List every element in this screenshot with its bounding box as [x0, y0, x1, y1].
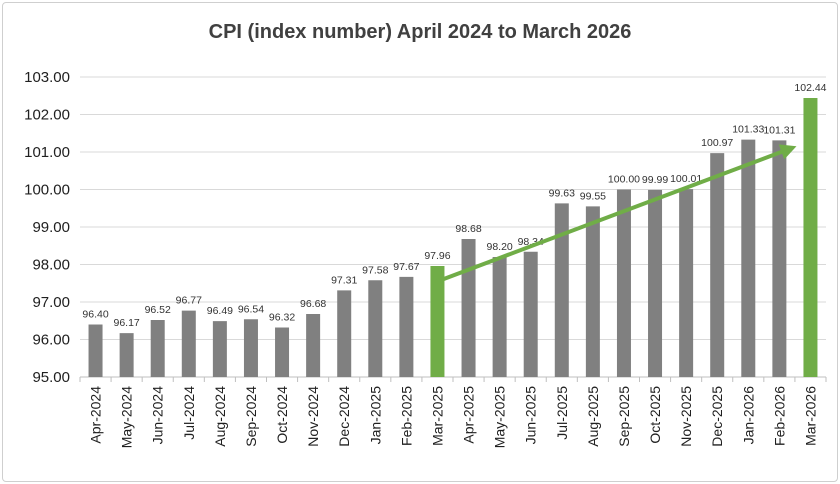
bar-jan-2025: [368, 280, 383, 377]
bar-dec-2024: [337, 290, 352, 377]
x-tick-label-jul-2025: Jul-2025: [554, 386, 570, 440]
data-label-apr-2025: 98.68: [455, 223, 481, 235]
x-tick-label-oct-2024: Oct-2024: [274, 386, 290, 444]
bar-sep-2025: [616, 189, 631, 377]
x-tick-label-dec-2025: Dec-2025: [709, 386, 725, 447]
y-tick-label: 102.00: [24, 107, 70, 124]
x-tick-label-sep-2024: Sep-2024: [243, 386, 259, 447]
y-tick-label: 95.00: [32, 369, 70, 386]
x-tick-label-jan-2025: Jan-2025: [367, 386, 383, 445]
trend-arrow-head: [778, 144, 797, 160]
y-tick-label: 96.00: [32, 332, 70, 349]
data-label-feb-2026: 101.31: [763, 124, 795, 136]
chart-title: CPI (index number) April 2024 to March 2…: [209, 21, 632, 43]
data-label-jan-2025: 97.58: [362, 264, 388, 276]
bar-mar-2025: [430, 266, 445, 377]
bar-jul-2025: [554, 203, 569, 377]
data-label-nov-2025: 100.01: [670, 173, 702, 185]
y-tick-label: 103.00: [24, 69, 70, 86]
data-label-jul-2025: 99.63: [549, 187, 575, 199]
bar-feb-2025: [399, 276, 414, 377]
x-tick-label-nov-2024: Nov-2024: [305, 386, 321, 447]
x-tick-label-sep-2025: Sep-2025: [616, 386, 632, 447]
x-tick-label-dec-2024: Dec-2024: [336, 386, 352, 447]
bar-nov-2024: [306, 314, 321, 377]
data-label-oct-2025: 99.99: [642, 174, 668, 186]
x-tick-label-jun-2025: Jun-2025: [523, 386, 539, 445]
bar-jan-2026: [741, 139, 756, 377]
data-label-dec-2025: 100.97: [701, 137, 733, 149]
data-label-nov-2024: 96.68: [300, 298, 326, 310]
bar-may-2025: [492, 257, 507, 377]
bar-nov-2025: [679, 189, 694, 377]
bar-jun-2024: [150, 320, 165, 377]
x-tick-label-may-2025: May-2025: [492, 386, 508, 448]
bar-apr-2024: [88, 324, 103, 377]
x-tick-label-apr-2024: Apr-2024: [88, 386, 104, 444]
y-tick-label: 100.00: [24, 182, 70, 199]
data-label-feb-2025: 97.67: [393, 261, 419, 273]
y-axis-ticks: 95.00 96.00 97.00 98.00 99.00 100.00 101.00 102…: [24, 69, 70, 386]
bar-dec-2025: [710, 153, 725, 377]
bar-sep-2024: [243, 319, 258, 377]
data-label-jun-2024: 96.52: [145, 304, 171, 316]
x-tick-label-apr-2025: Apr-2025: [461, 386, 477, 444]
y-tick-label: 101.00: [24, 144, 70, 161]
bar-aug-2024: [212, 321, 227, 377]
y-tick-label: 99.00: [32, 219, 70, 236]
data-label-jul-2024: 96.77: [176, 295, 202, 307]
x-tick-label-oct-2025: Oct-2025: [647, 386, 663, 444]
data-label-sep-2025: 100.00: [608, 174, 640, 186]
bar-jul-2024: [181, 310, 196, 377]
x-tick-label-jan-2026: Jan-2026: [740, 386, 756, 445]
x-tick-label-nov-2025: Nov-2025: [678, 386, 694, 447]
data-label-aug-2025: 99.55: [580, 190, 606, 202]
x-axis-ticks: Apr-2024 May-2024 Jun-2024 Jul-2024 Aug-2024…: [88, 386, 819, 448]
gridlines: [79, 76, 827, 382]
y-tick-label: 98.00: [32, 257, 70, 274]
bar-feb-2026: [772, 140, 787, 377]
x-tick-label-jul-2024: Jul-2024: [181, 386, 197, 440]
bar-apr-2025: [461, 239, 476, 377]
data-label-jan-2026: 101.33: [732, 124, 764, 136]
trend-arrow-shaft: [435, 149, 784, 284]
data-label-apr-2024: 96.40: [82, 309, 108, 321]
data-label-may-2025: 98.20: [486, 241, 512, 253]
data-label-mar-2026: 102.44: [794, 82, 826, 94]
bar-mar-2026: [803, 98, 818, 377]
data-label-mar-2025: 97.96: [424, 250, 450, 262]
data-label-aug-2024: 96.49: [207, 305, 233, 317]
x-tick-label-may-2024: May-2024: [119, 386, 135, 448]
x-tick-label-aug-2024: Aug-2024: [212, 386, 228, 447]
bar-oct-2024: [275, 327, 290, 377]
x-tick-label-aug-2025: Aug-2025: [585, 386, 601, 447]
y-tick-label: 97.00: [32, 294, 70, 311]
bar-may-2024: [119, 333, 134, 377]
x-tick-label-mar-2025: Mar-2025: [429, 386, 445, 446]
x-tick-label-mar-2026: Mar-2026: [802, 386, 818, 446]
bar-oct-2025: [648, 189, 663, 377]
bar-aug-2025: [585, 206, 600, 377]
bars: [88, 98, 818, 377]
bar-jun-2025: [523, 251, 538, 377]
data-label-sep-2024: 96.54: [238, 303, 264, 315]
x-tick-label-feb-2025: Feb-2025: [398, 386, 414, 446]
trend-arrow: [435, 144, 797, 284]
data-label-oct-2024: 96.32: [269, 312, 295, 324]
x-tick-label-jun-2024: Jun-2024: [150, 386, 166, 445]
data-label-may-2024: 96.17: [113, 317, 139, 329]
x-tick-label-feb-2026: Feb-2026: [771, 386, 787, 446]
data-label-dec-2024: 97.31: [331, 274, 357, 286]
